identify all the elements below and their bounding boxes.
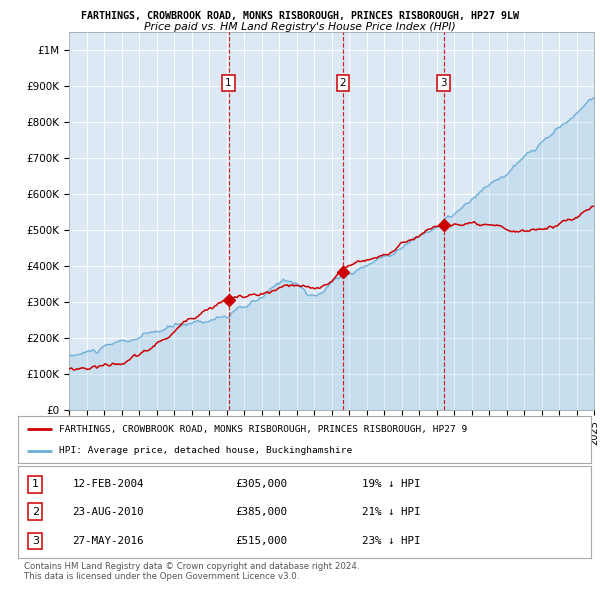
Text: This data is licensed under the Open Government Licence v3.0.: This data is licensed under the Open Gov… — [24, 572, 299, 581]
Text: FARTHINGS, CROWBROOK ROAD, MONKS RISBOROUGH, PRINCES RISBOROUGH, HP27 9LW: FARTHINGS, CROWBROOK ROAD, MONKS RISBORO… — [81, 11, 519, 21]
Text: 1: 1 — [225, 78, 232, 88]
Text: £515,000: £515,000 — [236, 536, 288, 546]
Text: 2: 2 — [32, 507, 39, 517]
Text: 2: 2 — [340, 78, 346, 88]
Text: 3: 3 — [440, 78, 447, 88]
Text: Contains HM Land Registry data © Crown copyright and database right 2024.: Contains HM Land Registry data © Crown c… — [24, 562, 359, 571]
Text: 1: 1 — [32, 480, 38, 489]
Text: 19% ↓ HPI: 19% ↓ HPI — [362, 480, 420, 489]
Text: £305,000: £305,000 — [236, 480, 288, 489]
Text: 23% ↓ HPI: 23% ↓ HPI — [362, 536, 420, 546]
Text: Price paid vs. HM Land Registry's House Price Index (HPI): Price paid vs. HM Land Registry's House … — [144, 22, 456, 32]
Text: HPI: Average price, detached house, Buckinghamshire: HPI: Average price, detached house, Buck… — [59, 447, 353, 455]
Text: 21% ↓ HPI: 21% ↓ HPI — [362, 507, 420, 517]
Text: 3: 3 — [32, 536, 38, 546]
Text: 12-FEB-2004: 12-FEB-2004 — [73, 480, 144, 489]
Text: £385,000: £385,000 — [236, 507, 288, 517]
Text: 23-AUG-2010: 23-AUG-2010 — [73, 507, 144, 517]
Text: FARTHINGS, CROWBROOK ROAD, MONKS RISBOROUGH, PRINCES RISBOROUGH, HP27 9: FARTHINGS, CROWBROOK ROAD, MONKS RISBORO… — [59, 425, 467, 434]
Text: 27-MAY-2016: 27-MAY-2016 — [73, 536, 144, 546]
